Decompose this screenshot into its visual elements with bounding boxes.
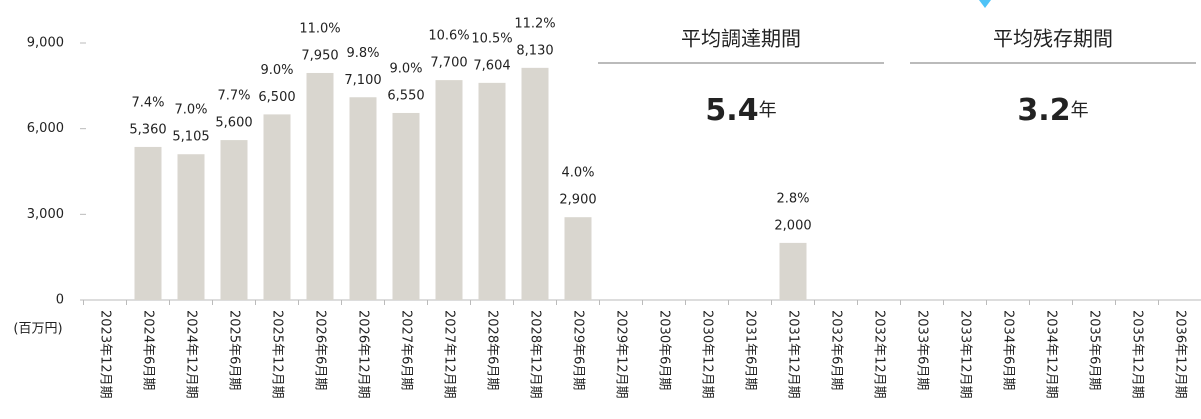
summary-label: 平均残存期間 xyxy=(993,27,1113,51)
value-label: 7,950 xyxy=(301,48,338,63)
value-label: 5,600 xyxy=(215,116,252,131)
bar xyxy=(779,242,807,300)
y-tick-label: 9,000 xyxy=(27,36,64,51)
y-axis-label: (百万円) xyxy=(13,322,62,337)
share-label: 11.0% xyxy=(299,21,340,36)
bar xyxy=(177,154,205,300)
share-label: 2.8% xyxy=(776,191,809,206)
share-label: 10.6% xyxy=(428,29,469,44)
bar xyxy=(521,67,549,301)
value-label: 6,500 xyxy=(258,90,295,105)
value-label: 5,105 xyxy=(172,130,209,145)
summary-number: 5.4 xyxy=(705,93,758,128)
summary-label: 平均調達期間 xyxy=(681,27,801,51)
value-label: 7,604 xyxy=(473,58,510,73)
x-tick-label: 2032年6月期 xyxy=(829,310,844,390)
value-label: 2,000 xyxy=(774,218,811,233)
x-tick-label: 2034年12月期 xyxy=(1044,310,1059,399)
share-label: 4.0% xyxy=(561,166,594,181)
marker xyxy=(979,0,991,8)
x-tick-label: 2033年6月期 xyxy=(915,310,930,390)
summary-number: 3.2 xyxy=(1017,93,1070,128)
share-label: 9.0% xyxy=(389,61,422,76)
bar xyxy=(349,97,377,300)
bar xyxy=(134,146,162,300)
x-tick-label: 2026年12月期 xyxy=(356,310,371,399)
bar xyxy=(306,72,334,300)
value-label: 2,900 xyxy=(559,193,596,208)
summary-value: 5.4年 xyxy=(705,93,776,128)
share-label: 9.0% xyxy=(260,63,293,78)
x-tick-label: 2024年6月期 xyxy=(141,310,156,390)
x-tick-label: 2035年12月期 xyxy=(1130,310,1145,399)
x-tick-label: 2033年12月期 xyxy=(958,310,973,399)
share-label: 11.2% xyxy=(514,16,555,31)
x-tick-label: 2034年6月期 xyxy=(1001,310,1016,390)
share-label: 7.0% xyxy=(174,103,207,118)
x-tick-label: 2029年6月期 xyxy=(571,310,586,390)
y-tick-label: 6,000 xyxy=(27,121,64,136)
x-tick-label: 2032年12月期 xyxy=(872,310,887,399)
x-tick-label: 2029年12月期 xyxy=(614,310,629,399)
value-label: 7,700 xyxy=(430,56,467,71)
value-label: 6,550 xyxy=(387,88,424,103)
x-tick-label: 2027年6月期 xyxy=(399,310,414,390)
x-tick-label: 2025年12月期 xyxy=(270,310,285,399)
value-label: 8,130 xyxy=(516,43,553,58)
x-tick-label: 2023年12月期 xyxy=(98,310,113,399)
share-label: 10.5% xyxy=(471,31,512,46)
x-tick-label: 2026年6月期 xyxy=(313,310,328,390)
summary-unit: 年 xyxy=(1071,100,1089,121)
bar xyxy=(478,82,506,300)
x-tick-label: 2027年12月期 xyxy=(442,310,457,399)
value-label: 5,360 xyxy=(129,122,166,137)
y-tick-label: 3,000 xyxy=(27,207,64,222)
bar xyxy=(564,217,592,300)
x-tick-label: 2030年12月期 xyxy=(700,310,715,399)
x-tick-label: 2024年12月期 xyxy=(184,310,199,399)
summary-unit: 年 xyxy=(759,100,777,121)
y-tick-label: 0 xyxy=(56,293,64,308)
bar xyxy=(392,112,420,300)
share-label: 9.8% xyxy=(346,46,379,61)
bar xyxy=(263,114,291,300)
x-tick-label: 2028年6月期 xyxy=(485,310,500,390)
x-tick-label: 2036年12月期 xyxy=(1173,310,1188,399)
x-tick-label: 2031年6月期 xyxy=(743,310,758,390)
x-tick-label: 2035年6月期 xyxy=(1087,310,1102,390)
x-tick-label: 2031年12月期 xyxy=(786,310,801,399)
x-tick-label: 2030年6月期 xyxy=(657,310,672,390)
x-tick-label: 2025年6月期 xyxy=(227,310,242,390)
bar xyxy=(220,140,248,300)
share-label: 7.4% xyxy=(131,95,164,110)
share-label: 7.7% xyxy=(217,89,250,104)
summary-value: 3.2年 xyxy=(1017,93,1088,128)
bar xyxy=(435,80,463,300)
x-tick-label: 2028年12月期 xyxy=(528,310,543,399)
value-label: 7,100 xyxy=(344,73,381,88)
